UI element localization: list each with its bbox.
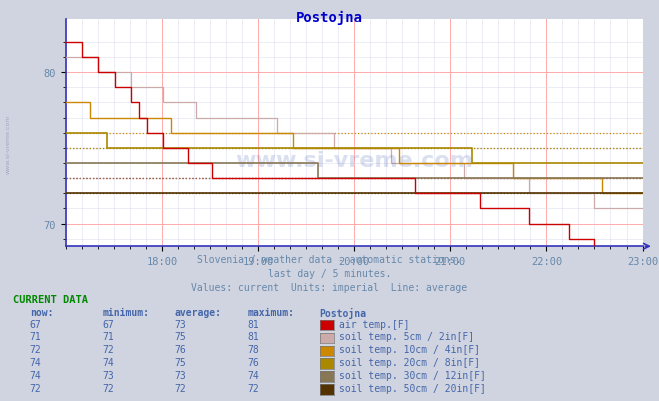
Text: 81: 81 [247,319,259,329]
Text: 75: 75 [175,357,186,367]
Text: 72: 72 [102,344,114,354]
Text: CURRENT DATA: CURRENT DATA [13,295,88,305]
Text: 76: 76 [175,344,186,354]
Text: 75: 75 [175,332,186,342]
Text: 76: 76 [247,357,259,367]
Text: 74: 74 [102,357,114,367]
Text: soil temp. 20cm / 8in[F]: soil temp. 20cm / 8in[F] [339,357,480,367]
Text: 71: 71 [30,332,42,342]
Text: 67: 67 [30,319,42,329]
Text: average:: average: [175,307,221,317]
Text: 72: 72 [102,383,114,393]
Text: soil temp. 5cm / 2in[F]: soil temp. 5cm / 2in[F] [339,332,474,342]
Text: Postojna: Postojna [320,307,366,318]
Text: 67: 67 [102,319,114,329]
Text: 71: 71 [102,332,114,342]
Text: 74: 74 [30,370,42,380]
Text: minimum:: minimum: [102,307,149,317]
Text: air temp.[F]: air temp.[F] [339,319,410,329]
Text: 73: 73 [175,319,186,329]
Text: 81: 81 [247,332,259,342]
Text: www.si-vreme.com: www.si-vreme.com [5,115,11,174]
Text: 72: 72 [30,383,42,393]
Text: 72: 72 [175,383,186,393]
Text: last day / 5 minutes.: last day / 5 minutes. [268,269,391,279]
Text: maximum:: maximum: [247,307,294,317]
Text: Slovenia / weather data - automatic stations.: Slovenia / weather data - automatic stat… [197,255,462,265]
Text: now:: now: [30,307,53,317]
Text: 74: 74 [30,357,42,367]
Text: soil temp. 30cm / 12in[F]: soil temp. 30cm / 12in[F] [339,370,486,380]
Text: 73: 73 [102,370,114,380]
Text: Values: current  Units: imperial  Line: average: Values: current Units: imperial Line: av… [191,282,468,292]
Text: soil temp. 10cm / 4in[F]: soil temp. 10cm / 4in[F] [339,344,480,354]
Text: soil temp. 50cm / 20in[F]: soil temp. 50cm / 20in[F] [339,383,486,393]
Text: 74: 74 [247,370,259,380]
Text: 73: 73 [175,370,186,380]
Text: www.si-vreme.com: www.si-vreme.com [235,150,473,170]
Text: 72: 72 [247,383,259,393]
Text: Postojna: Postojna [296,11,363,25]
Text: 78: 78 [247,344,259,354]
Text: 72: 72 [30,344,42,354]
